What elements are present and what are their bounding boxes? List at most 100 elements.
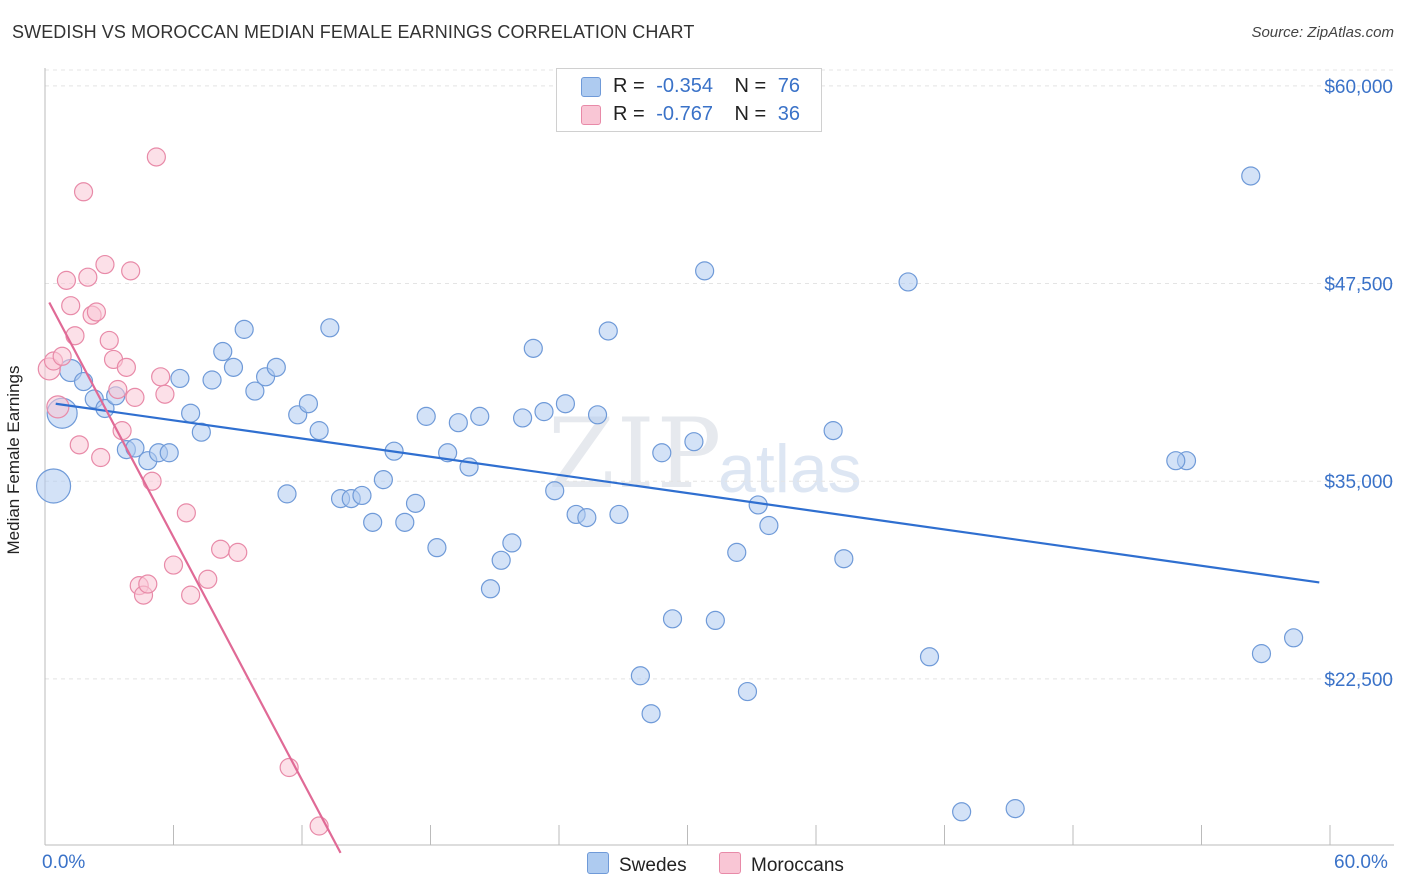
point-swedes [266,357,286,377]
axes [44,68,1394,846]
point-moroccans [86,302,107,322]
point-swedes [448,413,468,433]
point-swedes [181,403,201,423]
point-swedes [298,394,319,414]
x-tick-label-min: 0.0% [42,852,86,873]
bottom-legend-label-moroccans: Moroccans [751,855,844,876]
point-moroccans [211,539,231,559]
legend-r-label: R = [613,75,645,97]
point-moroccans [176,503,196,523]
point-moroccans [69,435,89,455]
watermark-atlas: atlas [718,431,862,507]
point-swedes [234,319,254,339]
point-moroccans [163,555,184,575]
point-swedes [695,261,715,281]
point-swedes [470,406,490,426]
point-swedes [684,432,704,452]
point-swedes [512,408,533,428]
gridlines [45,69,1394,680]
point-swedes [919,647,940,667]
point-moroccans [61,296,81,316]
trend-line-swedes [55,402,1320,584]
point-moroccans [142,471,162,491]
x-tick-label-max: 60.0% [1334,852,1388,873]
point-swedes [1283,628,1304,648]
legend-swatch-swedes [581,77,601,97]
bottom-legend-swatch-moroccans [719,852,741,874]
point-swedes [245,381,265,401]
point-swedes [502,533,522,553]
point-moroccans [95,254,115,275]
y-tick-label: $35,000 [1324,472,1393,493]
trend-lines [48,301,1320,854]
point-swedes [1166,451,1186,471]
watermark-zip: ZIP [548,398,724,510]
point-swedes [277,484,297,504]
point-swedes [480,579,501,599]
legend-text-swedes: R = -0.354 N = 76 [613,75,800,98]
legend-r-value: -0.354 [656,75,713,97]
chart-title: SWEDISH VS MOROCCAN MEDIAN FEMALE EARNIN… [12,22,695,42]
point-swedes [587,405,608,425]
point-swedes [427,538,447,558]
point-swedes [363,512,383,532]
point-moroccans [73,182,94,202]
point-swedes [523,338,543,358]
point-moroccans [46,395,70,419]
point-swedes [309,421,329,441]
point-swedes [577,508,597,528]
point-moroccans [125,387,145,407]
point-swedes [416,406,436,426]
data-points [35,147,1304,836]
point-swedes [545,481,565,501]
point-swedes [737,681,758,702]
point-moroccans [155,384,175,404]
y-tick-label: $47,500 [1324,275,1393,296]
bottom-legend-swedes: Swedes [587,852,687,877]
y-tick-label: $60,000 [1324,77,1393,98]
point-swedes [73,371,94,392]
point-swedes [405,493,426,513]
point-moroccans [99,330,119,351]
point-swedes [759,515,779,536]
point-swedes [1005,799,1025,819]
point-swedes [1241,166,1261,186]
point-swedes [609,504,629,525]
point-moroccans [228,542,248,562]
point-swedes [641,704,661,724]
point-swedes [373,470,393,490]
point-moroccans [56,270,77,290]
point-swedes [35,468,72,504]
bottom-legend-label-swedes: Swedes [619,855,687,876]
point-moroccans [112,421,132,441]
trend-line-moroccans [48,301,342,854]
point-moroccans [151,367,171,387]
bottom-legend-moroccans: Moroccans [719,852,844,877]
point-swedes [652,443,672,463]
y-tick-label: $22,500 [1324,670,1393,691]
legend-n-label: N = [734,75,767,97]
point-swedes [159,443,179,463]
legend-n-label: N = [734,103,767,125]
point-swedes [555,394,576,414]
point-swedes [395,512,415,532]
point-swedes [705,610,725,631]
point-swedes [170,368,190,389]
point-moroccans [146,147,166,167]
point-swedes [491,550,511,570]
point-moroccans [198,569,218,589]
point-moroccans [116,357,136,377]
point-swedes [598,321,618,341]
point-moroccans [138,574,158,594]
point-swedes [823,421,843,441]
point-moroccans [78,267,98,287]
point-swedes [191,422,211,442]
point-swedes [662,609,683,629]
point-swedes [727,542,747,562]
source-label: Source: ZipAtlas.com [1251,24,1394,41]
point-moroccans [121,261,141,281]
point-swedes [898,272,918,292]
point-moroccans [65,326,85,346]
point-moroccans [181,585,201,605]
